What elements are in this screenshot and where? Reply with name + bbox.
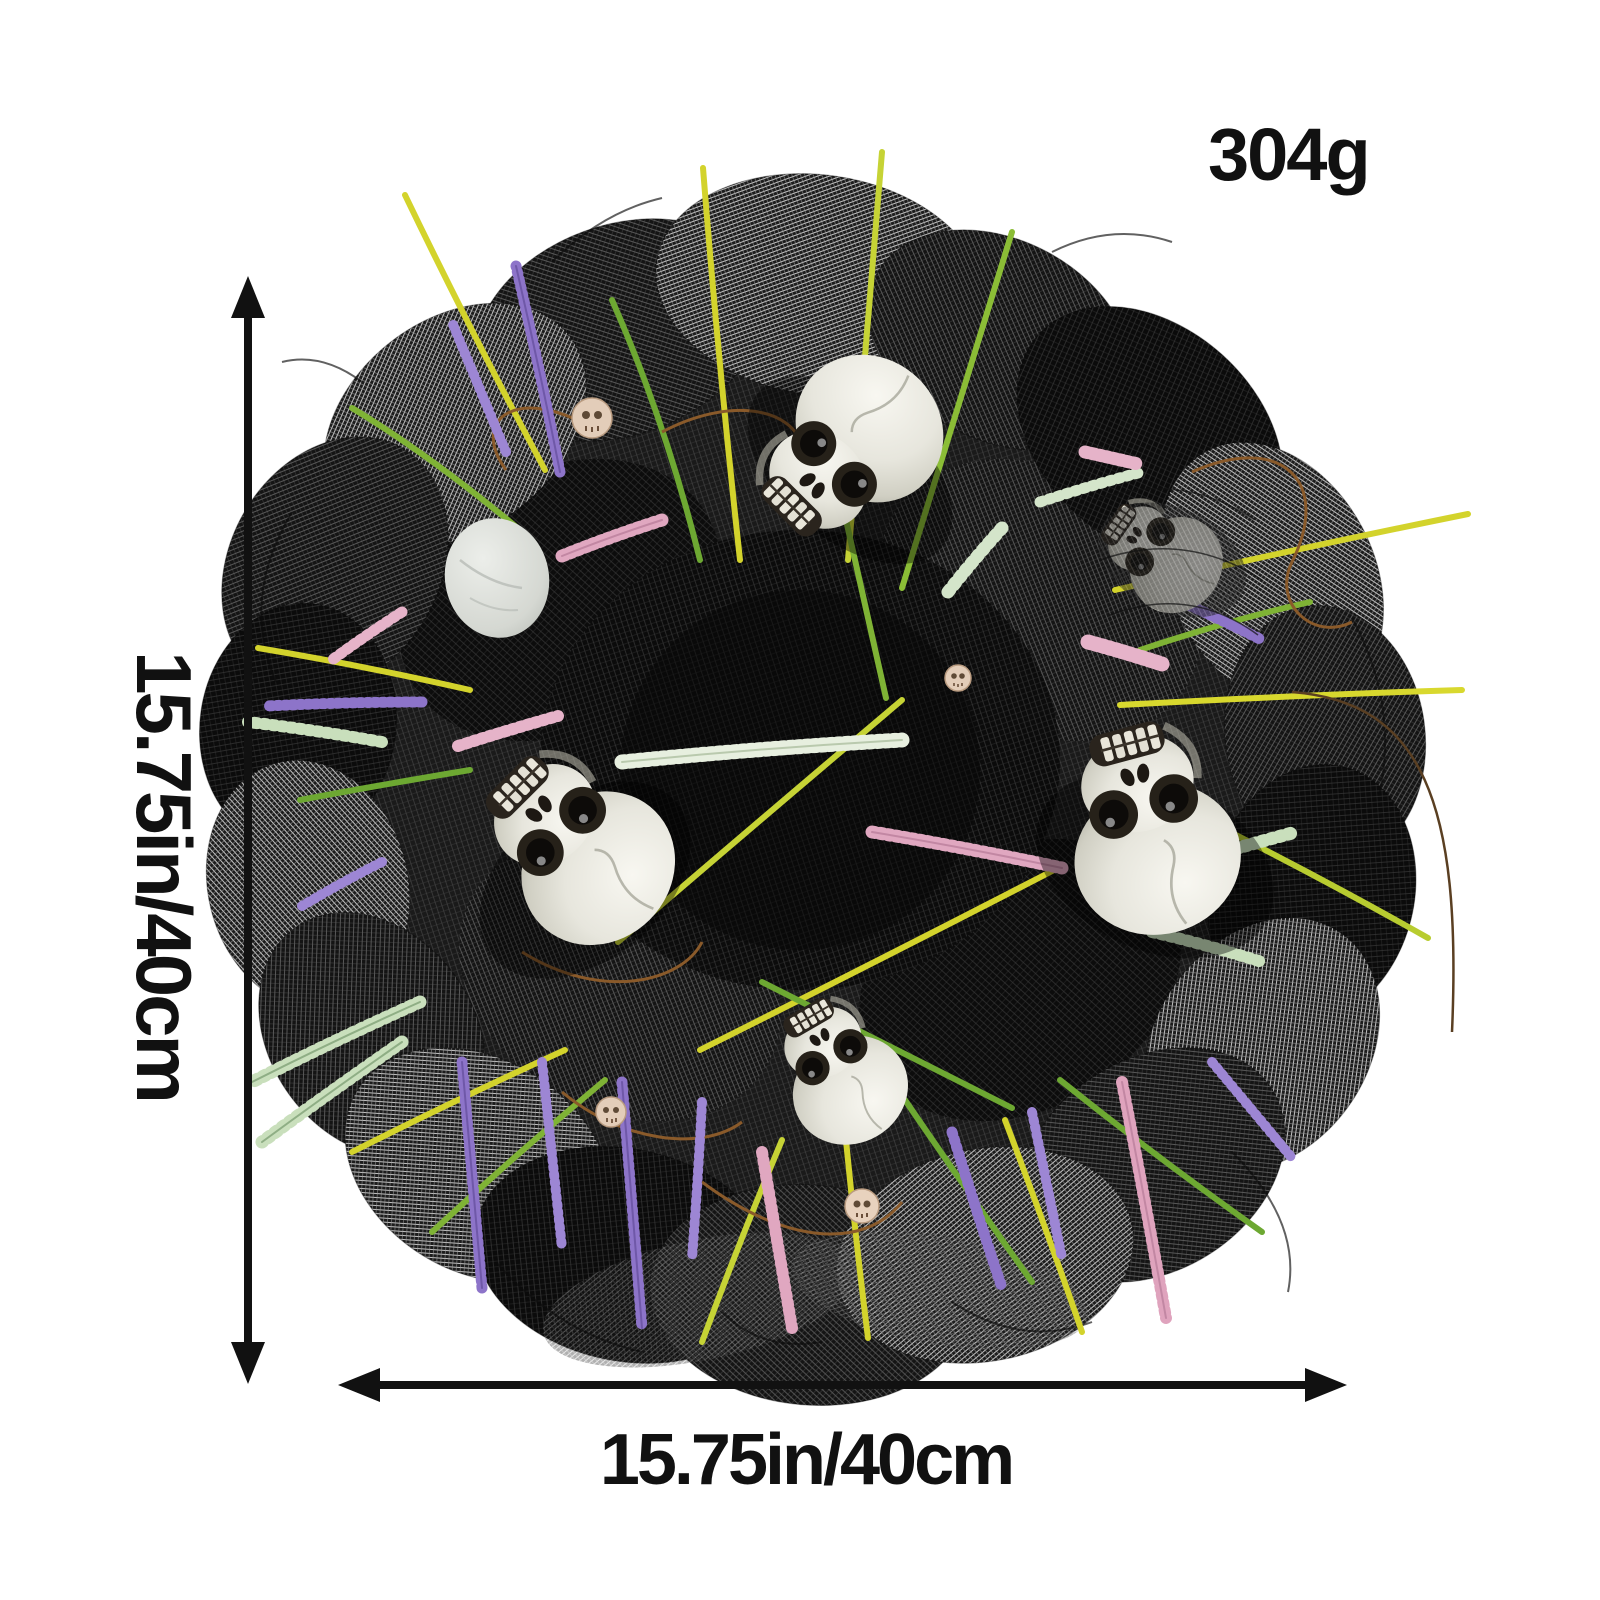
fern-sprigs [242, 466, 1303, 1149]
height-dimension-arrow [231, 276, 265, 1384]
lavender-sprigs-purple [262, 260, 1297, 1334]
width-dimension-label: 15.75in/40cm [599, 1420, 1015, 1500]
mini-skull-beads [571, 397, 972, 1224]
width-dimension-arrow [338, 1368, 1347, 1402]
skull-back-icon [444, 518, 550, 638]
mesh-wisp-strands [260, 197, 1387, 1353]
lavender-sprigs-pink [326, 445, 1172, 1334]
grass-blades [255, 149, 1471, 1345]
wreath [198, 149, 1471, 1406]
height-dimension-label: 15.75in/40cm [120, 651, 208, 1101]
skull-ornaments [444, 324, 1274, 1165]
weight-label: 304g [1208, 113, 1371, 196]
